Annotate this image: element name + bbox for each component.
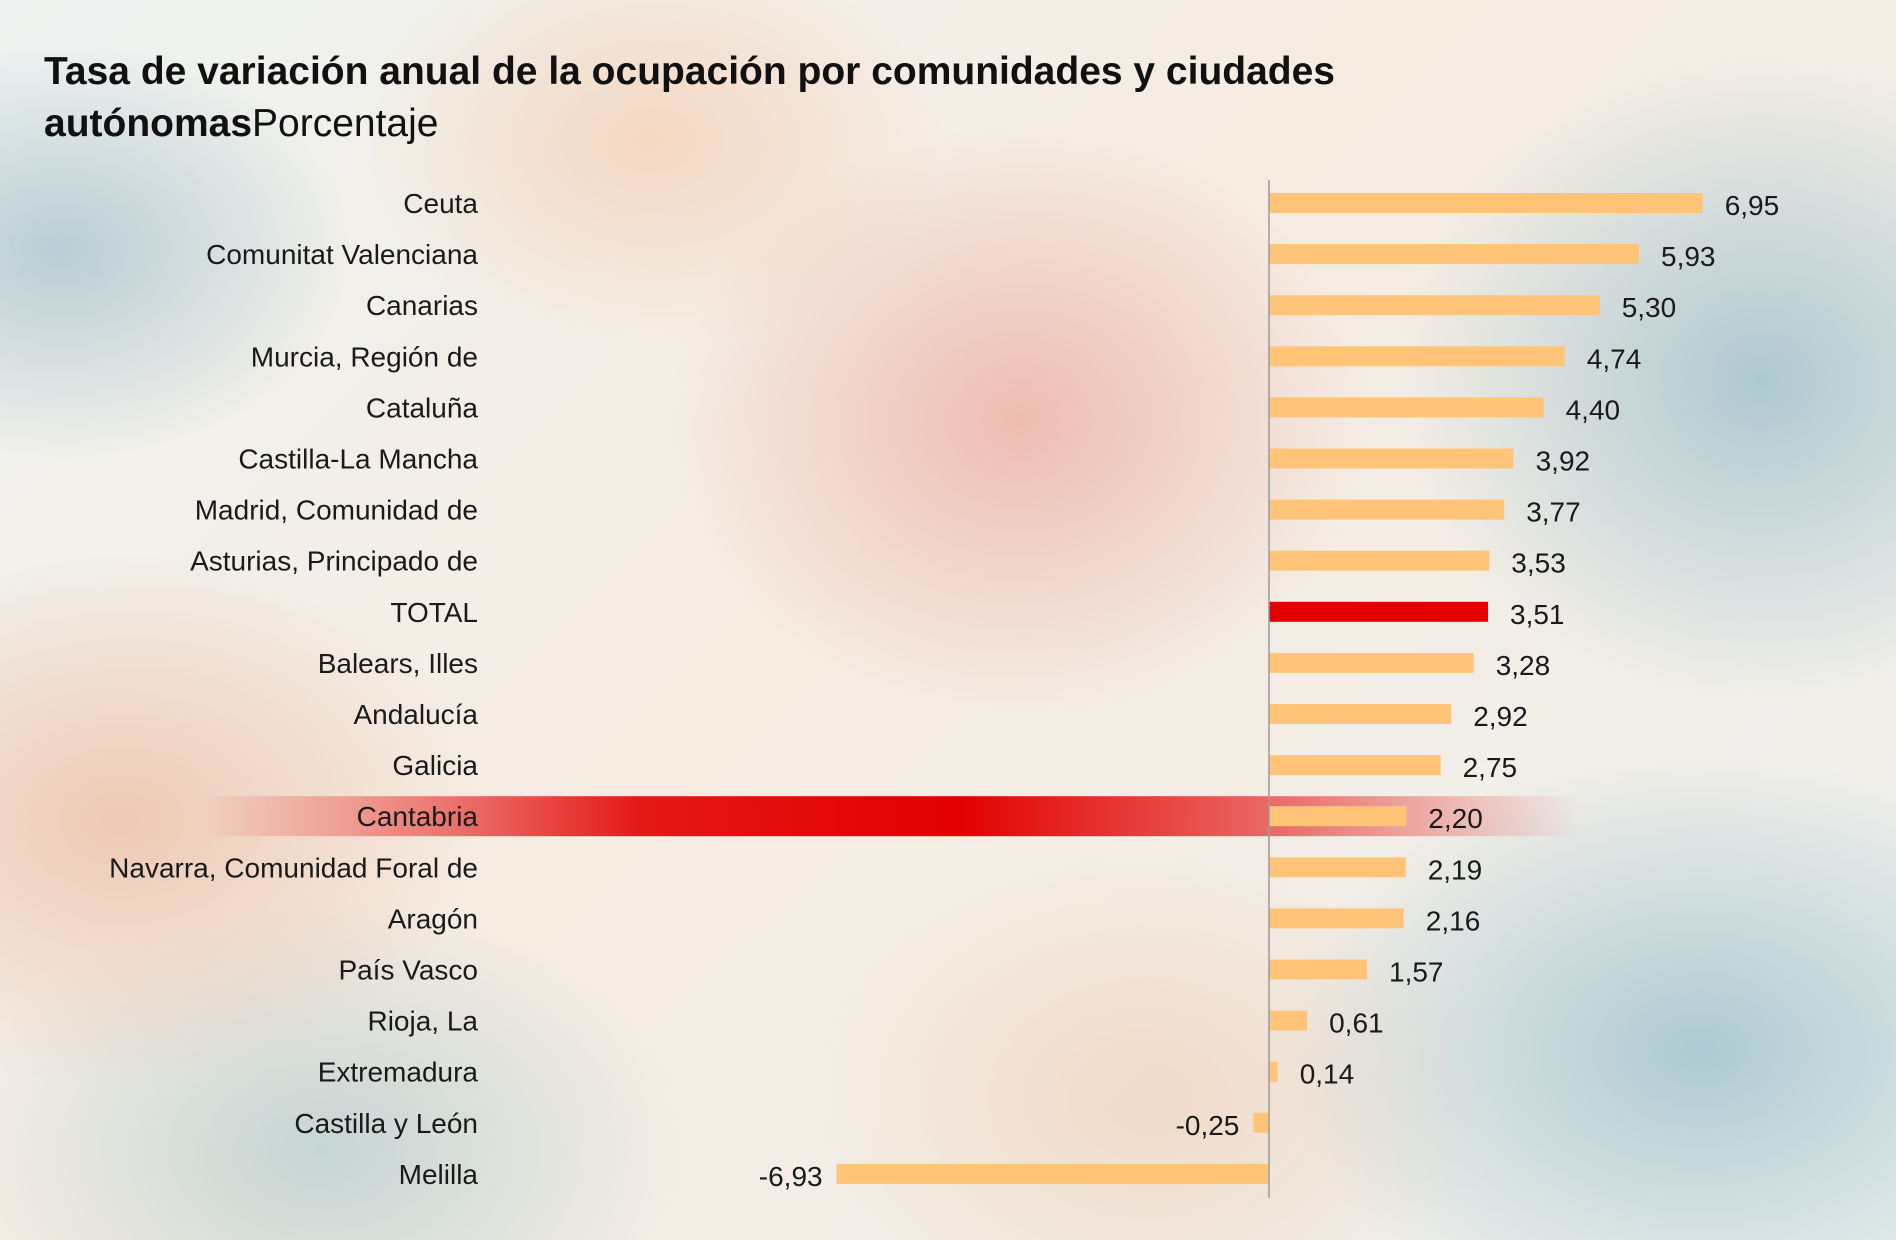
bar-canarias [1269, 295, 1600, 316]
bar-madrid-comunidad-de [1269, 499, 1505, 520]
category-label-aragon: Aragón [388, 903, 478, 934]
category-label-extremadura: Extremadura [318, 1057, 479, 1088]
bar-cataluna [1269, 397, 1544, 418]
category-label-pais-vasco: País Vasco [338, 955, 478, 986]
category-label-rioja-la: Rioja, La [367, 1006, 478, 1037]
bar-ceuta [1269, 193, 1703, 213]
value-label-castilla-la-mancha: 3,92 [1536, 446, 1591, 477]
category-label-castilla-y-leon: Castilla y León [294, 1108, 478, 1139]
bar-extremadura [1269, 1061, 1278, 1082]
value-label-pais-vasco: 1,57 [1389, 957, 1444, 988]
category-label-asturias-principado-de: Asturias, Principado de [190, 546, 478, 577]
category-label-navarra-comunidad-foral-de: Navarra, Comunidad Foral de [109, 852, 478, 883]
bar-cantabria [1269, 806, 1407, 827]
bar-melilla [836, 1163, 1269, 1184]
value-label-rioja-la: 0,61 [1329, 1008, 1384, 1039]
value-label-ceuta: 6,95 [1725, 190, 1780, 221]
bar-asturias-principado-de [1269, 550, 1490, 571]
value-label-madrid-comunidad-de: 3,77 [1526, 497, 1581, 528]
bar-galicia [1269, 755, 1441, 776]
category-label-cantabria: Cantabria [357, 801, 479, 832]
value-label-navarra-comunidad-foral-de: 2,19 [1428, 854, 1483, 885]
value-label-asturias-principado-de: 3,53 [1511, 548, 1566, 579]
value-label-castilla-y-leon: -0,25 [1176, 1110, 1240, 1141]
bar-comunitat-valenciana [1269, 244, 1639, 265]
category-label-canarias: Canarias [366, 290, 478, 321]
bar-castilla-y-leon [1253, 1112, 1269, 1133]
bar-aragon [1269, 908, 1404, 929]
bar-balears-illes [1269, 652, 1474, 673]
value-label-cantabria: 2,20 [1428, 803, 1483, 834]
category-label-melilla: Melilla [399, 1159, 479, 1190]
bar-murcia-region-de [1269, 346, 1565, 367]
category-label-ceuta: Ceuta [403, 188, 478, 219]
category-label-comunitat-valenciana: Comunitat Valenciana [206, 239, 478, 270]
value-label-comunitat-valenciana: 5,93 [1661, 241, 1716, 272]
bar-pais-vasco [1269, 959, 1367, 980]
bar-andalucia [1269, 704, 1452, 724]
category-label-murcia-region-de: Murcia, Región de [251, 341, 478, 372]
value-label-canarias: 5,30 [1622, 292, 1677, 323]
chart-title: Tasa de variación anual de la ocupación … [44, 46, 1544, 150]
value-label-balears-illes: 3,28 [1496, 650, 1551, 681]
value-label-murcia-region-de: 4,74 [1587, 343, 1642, 374]
bar-castilla-la-mancha [1269, 448, 1514, 469]
category-label-balears-illes: Balears, Illes [318, 648, 478, 679]
category-label-total: TOTAL [390, 597, 478, 628]
category-label-andalucia: Andalucía [353, 699, 478, 730]
value-label-galicia: 2,75 [1463, 752, 1518, 783]
value-label-aragon: 2,16 [1426, 905, 1481, 936]
value-label-extremadura: 0,14 [1300, 1059, 1355, 1090]
value-label-andalucia: 2,92 [1473, 701, 1528, 732]
chart-subtitle: Porcentaje [252, 102, 439, 145]
category-label-cataluna: Cataluña [366, 392, 479, 423]
value-label-cataluna: 4,40 [1566, 394, 1621, 425]
bar-rioja-la [1269, 1010, 1308, 1031]
category-label-madrid-comunidad-de: Madrid, Comunidad de [195, 495, 478, 526]
value-label-total: 3,51 [1510, 599, 1565, 630]
value-label-melilla: -6,93 [759, 1161, 823, 1192]
category-label-castilla-la-mancha: Castilla-La Mancha [238, 444, 478, 475]
chart-title-main: Tasa de variación anual de la ocupación … [44, 50, 1335, 145]
bar-total [1269, 601, 1488, 622]
category-label-galicia: Galicia [392, 750, 478, 781]
bar-navarra-comunidad-foral-de [1269, 857, 1406, 878]
